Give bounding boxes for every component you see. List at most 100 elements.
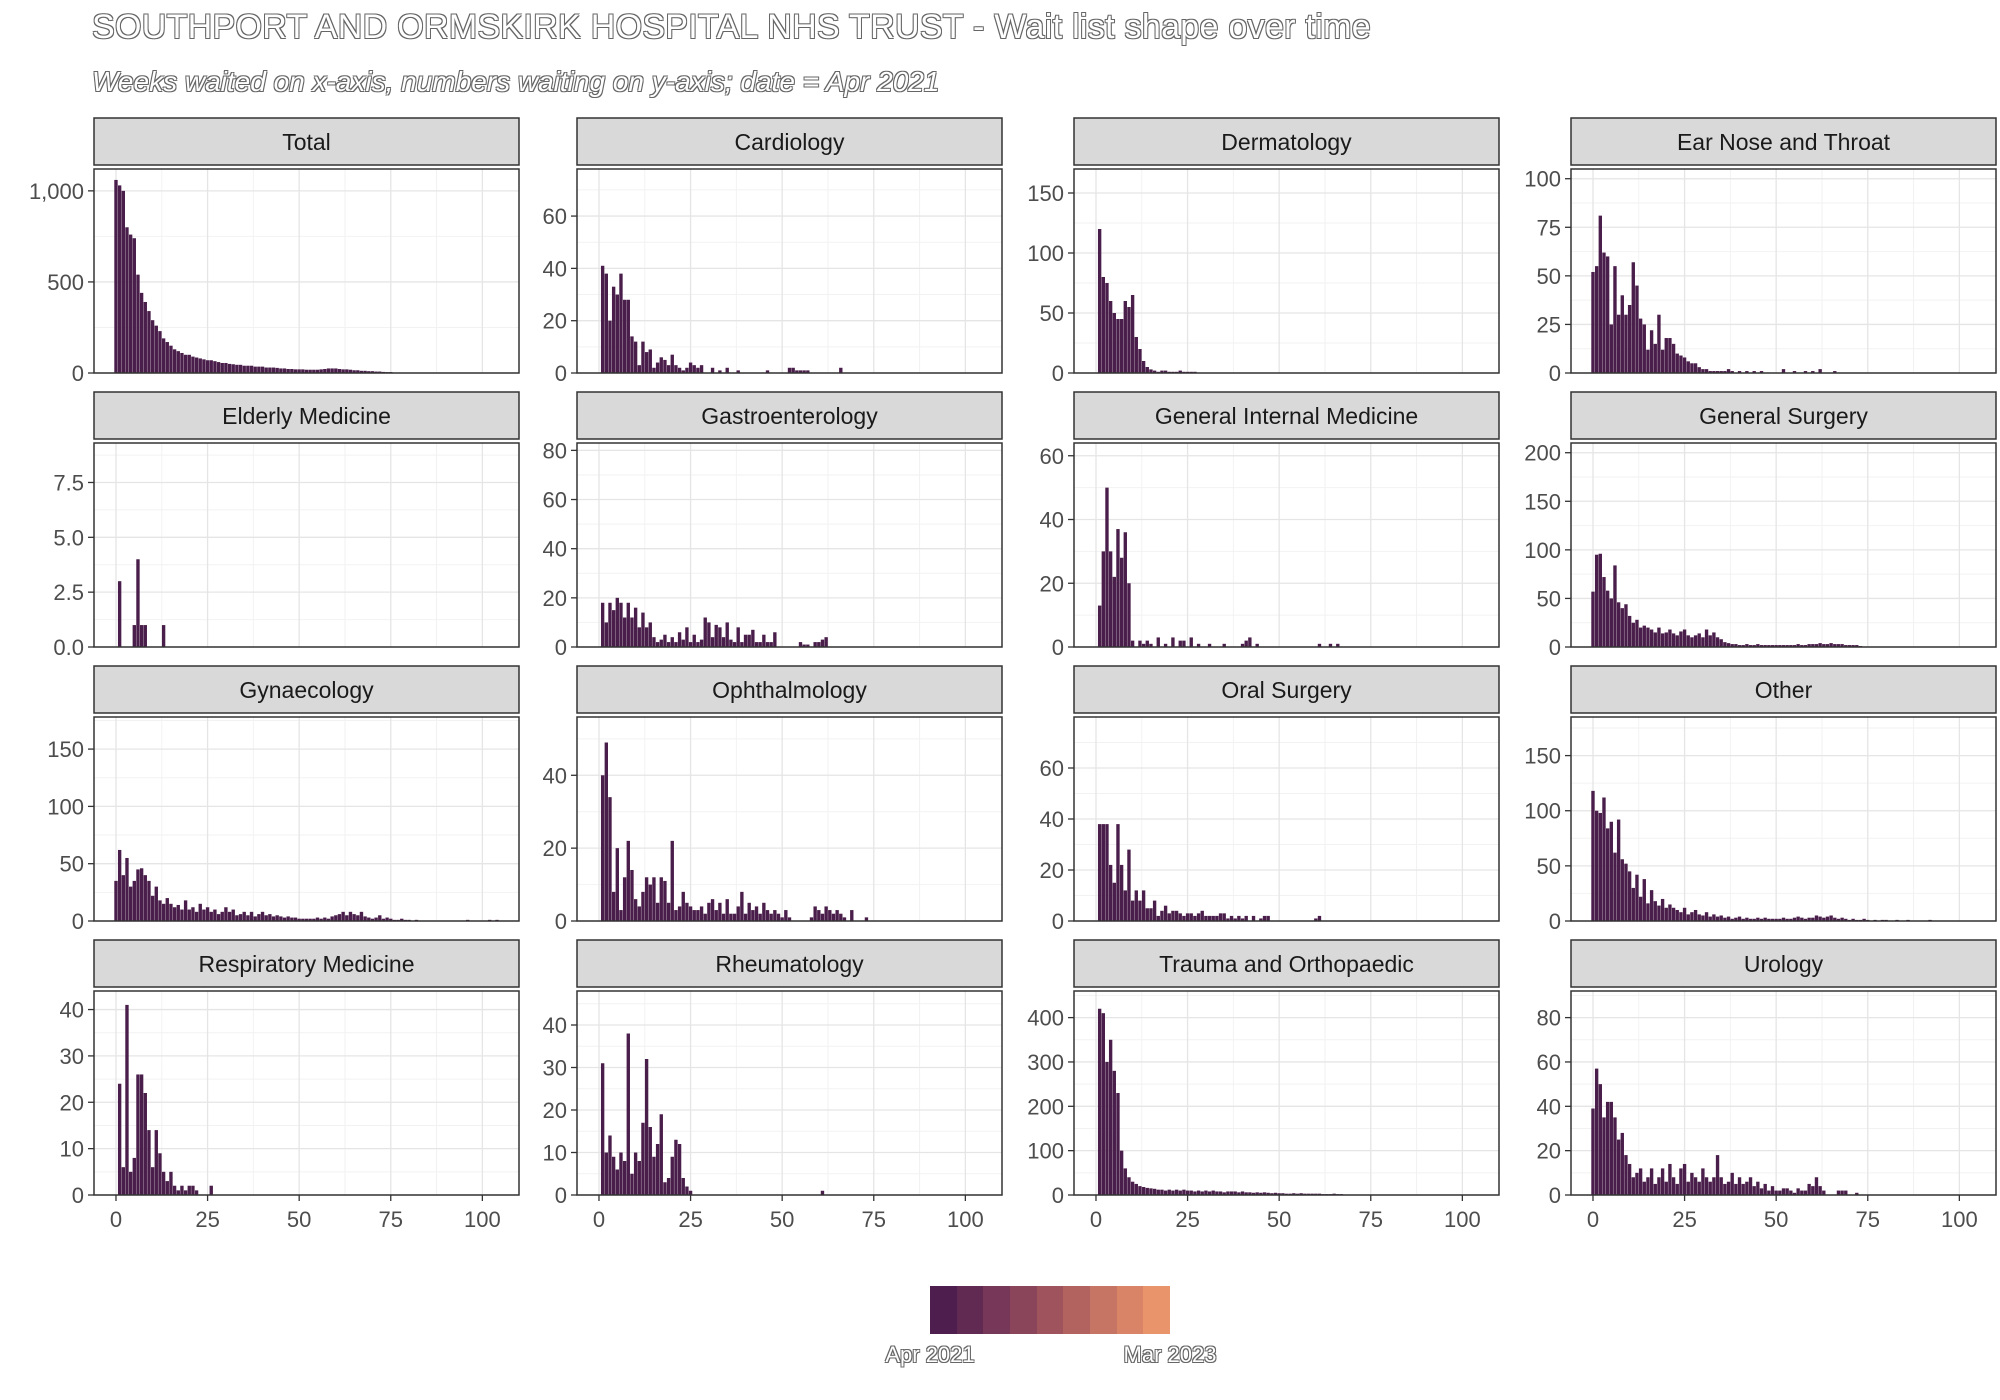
bar xyxy=(1108,864,1113,921)
bar xyxy=(1229,1191,1234,1195)
y-tick-label: 0 xyxy=(1052,361,1064,386)
x-tick-label: 50 xyxy=(1267,1207,1291,1232)
bar xyxy=(359,370,364,373)
bar xyxy=(1270,1193,1274,1195)
bar xyxy=(707,902,711,921)
bar xyxy=(143,1093,147,1195)
bar xyxy=(1127,307,1131,373)
y-tick-label: 20 xyxy=(1537,1139,1561,1164)
x-tick-label: 75 xyxy=(1359,1207,1383,1232)
panel-border xyxy=(576,442,1003,648)
bar xyxy=(348,369,353,373)
bar xyxy=(710,637,715,647)
bar xyxy=(1112,882,1116,921)
bar xyxy=(1785,1188,1789,1195)
bar xyxy=(117,185,122,373)
bar xyxy=(641,341,645,373)
bar xyxy=(341,911,345,921)
y-tick-label: 30 xyxy=(543,1056,567,1081)
bar xyxy=(1336,643,1340,647)
legend-swatch xyxy=(956,1286,984,1334)
panel-border xyxy=(576,716,1003,922)
y-tick-label: 200 xyxy=(1027,1094,1064,1119)
bar xyxy=(1704,912,1709,921)
bar xyxy=(242,911,246,921)
bar xyxy=(348,911,353,921)
bar xyxy=(381,918,386,921)
bar xyxy=(1734,1183,1738,1195)
bar xyxy=(626,299,630,373)
bar xyxy=(125,857,129,921)
legend-swatch xyxy=(983,1286,1011,1334)
bar xyxy=(1602,577,1606,647)
y-tick-label: 20 xyxy=(543,309,567,334)
bar xyxy=(1726,369,1731,373)
bar xyxy=(1730,918,1734,921)
bar xyxy=(1818,916,1822,921)
bar xyxy=(802,644,806,647)
bar xyxy=(718,370,722,373)
y-tick-label: 500 xyxy=(47,270,84,295)
bar xyxy=(297,918,301,921)
bar xyxy=(615,597,619,647)
bar xyxy=(1774,918,1778,921)
bar xyxy=(1814,915,1819,921)
y-tick-label: 50 xyxy=(60,852,84,877)
bar xyxy=(128,1171,133,1195)
bar xyxy=(213,361,217,373)
bar xyxy=(725,622,729,647)
bar xyxy=(1108,1039,1113,1195)
bar xyxy=(1108,301,1113,373)
bar xyxy=(677,1144,682,1195)
y-tick-label: 50 xyxy=(1537,264,1561,289)
bar xyxy=(1149,908,1153,921)
bar xyxy=(641,1122,645,1195)
bar xyxy=(147,1130,151,1195)
bar xyxy=(1624,604,1628,647)
bar xyxy=(169,345,173,373)
bar xyxy=(1134,1183,1138,1195)
bar xyxy=(1178,370,1182,373)
bar xyxy=(699,906,704,921)
bar xyxy=(1101,824,1105,921)
bar xyxy=(806,644,810,647)
bar xyxy=(707,622,711,647)
bar xyxy=(1668,1163,1672,1195)
panel-background xyxy=(1074,169,1499,373)
facet-panel: General Internal Medicine 0 20 40 60 xyxy=(1040,391,1500,660)
bar xyxy=(674,910,678,921)
x-tick-label: 75 xyxy=(862,1207,886,1232)
y-tick-label: 30 xyxy=(60,1044,84,1069)
bar xyxy=(231,909,235,921)
bar xyxy=(1233,1191,1237,1195)
bar xyxy=(1266,1192,1270,1195)
bar xyxy=(1185,1190,1190,1195)
bar xyxy=(209,360,213,373)
bar xyxy=(117,581,122,647)
bar xyxy=(1215,1191,1219,1195)
bar xyxy=(1712,632,1716,647)
facet-strip xyxy=(576,665,1003,714)
bar xyxy=(626,602,630,647)
bar xyxy=(1189,1190,1193,1195)
facet-strip-label: Total xyxy=(282,129,331,155)
bar xyxy=(1657,1177,1661,1195)
bar xyxy=(718,902,722,921)
bar xyxy=(1226,1191,1230,1195)
x-tick-label: 0 xyxy=(1587,1207,1599,1232)
bar xyxy=(1657,627,1661,647)
date-legend-gradient xyxy=(930,1286,1171,1334)
bar xyxy=(1116,319,1120,373)
bar xyxy=(172,907,177,921)
bar xyxy=(1686,361,1690,373)
bar xyxy=(191,907,195,921)
bar xyxy=(1292,1193,1296,1195)
bar xyxy=(1690,1172,1694,1195)
bar xyxy=(1138,900,1142,921)
bar xyxy=(648,349,652,373)
panel-border xyxy=(1073,990,1500,1196)
bar xyxy=(1690,363,1694,373)
bar xyxy=(1675,635,1679,647)
bar xyxy=(608,602,612,647)
panel-background xyxy=(94,991,519,1195)
